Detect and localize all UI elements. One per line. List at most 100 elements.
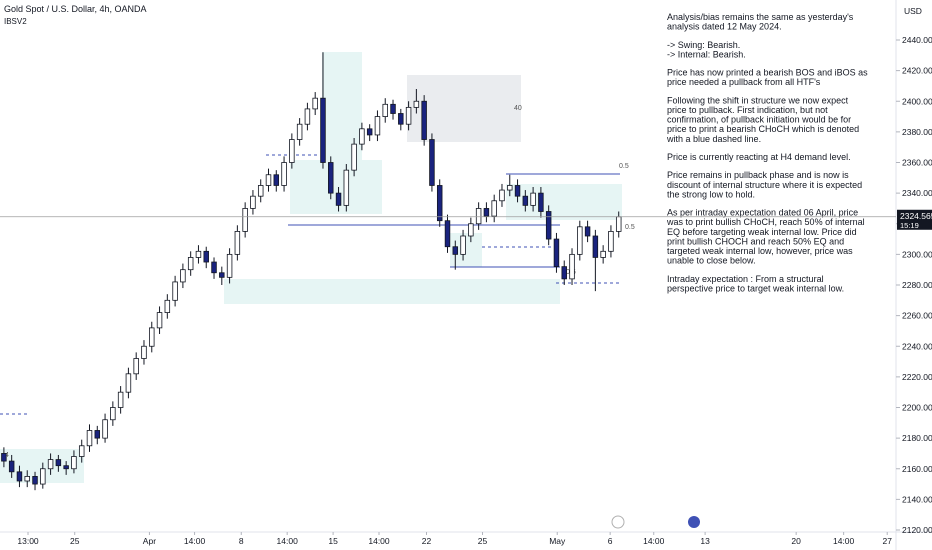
y-tick-label: 2440.00 (902, 35, 932, 45)
candle-body (32, 476, 38, 485)
candle-body (242, 208, 248, 232)
candle-body (94, 430, 101, 439)
candle-body (55, 459, 62, 467)
note-line: Intraday expectation : From a structural (667, 274, 824, 284)
x-tick-label: 14:00 (643, 536, 665, 546)
candle-body (8, 460, 15, 473)
candle-body (164, 299, 171, 313)
candle-body (187, 257, 194, 271)
candle-body (436, 185, 443, 222)
candle-body (421, 100, 427, 140)
candle-body (374, 116, 381, 136)
x-tick-label: 14:00 (277, 536, 299, 546)
candle-body (390, 103, 396, 114)
y-tick-label: 2400.00 (902, 96, 932, 106)
note-line: analysis dated 12 May 2024. (667, 22, 782, 32)
candle-body (71, 456, 77, 470)
candle-body (530, 192, 536, 206)
candle-body (47, 459, 54, 470)
candle-body (507, 185, 513, 191)
candle-body (86, 430, 93, 447)
candle-body (483, 208, 490, 217)
price-tag (897, 209, 932, 230)
candle-body (452, 246, 459, 255)
note-line: targeted weak internal low, however, pri… (667, 246, 853, 256)
candle-body (592, 235, 599, 258)
candle-body (522, 195, 529, 206)
event-icon[interactable] (688, 516, 700, 528)
x-tick-label: 13:00 (17, 536, 39, 546)
note-line: Following the shift in structure we now … (667, 95, 849, 105)
candle-body (398, 113, 404, 125)
candle-body (359, 128, 365, 145)
price-tag-label: 2324.565 (900, 211, 932, 221)
countdown: 15:19 (900, 221, 919, 230)
y-tick-label: 2420.00 (902, 66, 932, 76)
candle-body (328, 162, 334, 194)
symbol-title: Gold Spot / U.S. Dollar, 4h, OANDA (4, 4, 147, 14)
candle-body (561, 266, 567, 280)
x-tick-label: 25 (478, 536, 488, 546)
note-line: Price remains in pullback phase and is n… (667, 170, 849, 180)
y-tick-label: 2280.00 (902, 280, 932, 290)
candle-body (615, 216, 622, 232)
x-tick-label: 6 (608, 536, 613, 546)
candle-body (296, 123, 303, 140)
candle-body (577, 226, 583, 255)
note-line: unable to close below. (667, 256, 756, 266)
candle-body (514, 185, 521, 197)
y-tick-label: 2360.00 (902, 158, 932, 168)
zones (0, 52, 622, 483)
x-tick-label: 13 (700, 536, 710, 546)
y-tick-label: 2160.00 (902, 464, 932, 474)
candle-body (117, 391, 124, 408)
candle-body (468, 223, 474, 237)
candle-body (366, 128, 373, 136)
note-line: the strong low to hold. (667, 189, 755, 199)
note-line: -> Swing: Bearish. (667, 40, 740, 50)
candle-body (569, 253, 575, 280)
note-line: As per intraday expectation dated 06 Apr… (667, 208, 858, 218)
candle-body (460, 235, 466, 255)
candle-body (110, 407, 116, 421)
candle-body (343, 169, 350, 206)
candle-body (265, 174, 272, 186)
zone-label: 40 (514, 105, 522, 112)
candle-body (24, 476, 30, 482)
zone (290, 160, 382, 214)
candle-body (405, 106, 412, 125)
candle-body (499, 189, 505, 202)
candle-body (584, 226, 591, 237)
zone (224, 279, 560, 304)
note-line: Price has now printed a bearish BOS and … (667, 68, 868, 78)
candle-body (600, 250, 606, 258)
note-line: with a blue dashed line. (666, 134, 761, 144)
x-tick-label: 8 (239, 536, 244, 546)
candle-body (78, 445, 85, 457)
candle-body (234, 231, 241, 255)
candle-body (203, 250, 209, 263)
candle-body (444, 220, 451, 248)
candle-body (475, 208, 482, 225)
candle-body (16, 471, 23, 482)
notes: Analysis/bias remains the same as yester… (666, 12, 868, 293)
level-label: 0.5 (619, 163, 629, 170)
note-line: Price is currently reacting at H4 demand… (667, 152, 851, 162)
candle-body (312, 97, 318, 110)
x-tick-label: 25 (70, 536, 80, 546)
x-tick-label: 15 (328, 536, 338, 546)
zone (322, 52, 362, 160)
event-icon[interactable] (611, 515, 625, 529)
candle-body (156, 312, 163, 329)
candle-body (250, 195, 256, 209)
candle-body (289, 139, 295, 163)
candle-body (149, 327, 155, 347)
x-tick-label: May (549, 536, 566, 546)
candle-body (40, 468, 46, 485)
candle-body (1, 453, 7, 462)
zone-label: 4 (5, 452, 9, 459)
x-tick-label: 14:00 (184, 536, 206, 546)
candle-body (545, 211, 552, 240)
x-tick-label: 14:00 (833, 536, 855, 546)
